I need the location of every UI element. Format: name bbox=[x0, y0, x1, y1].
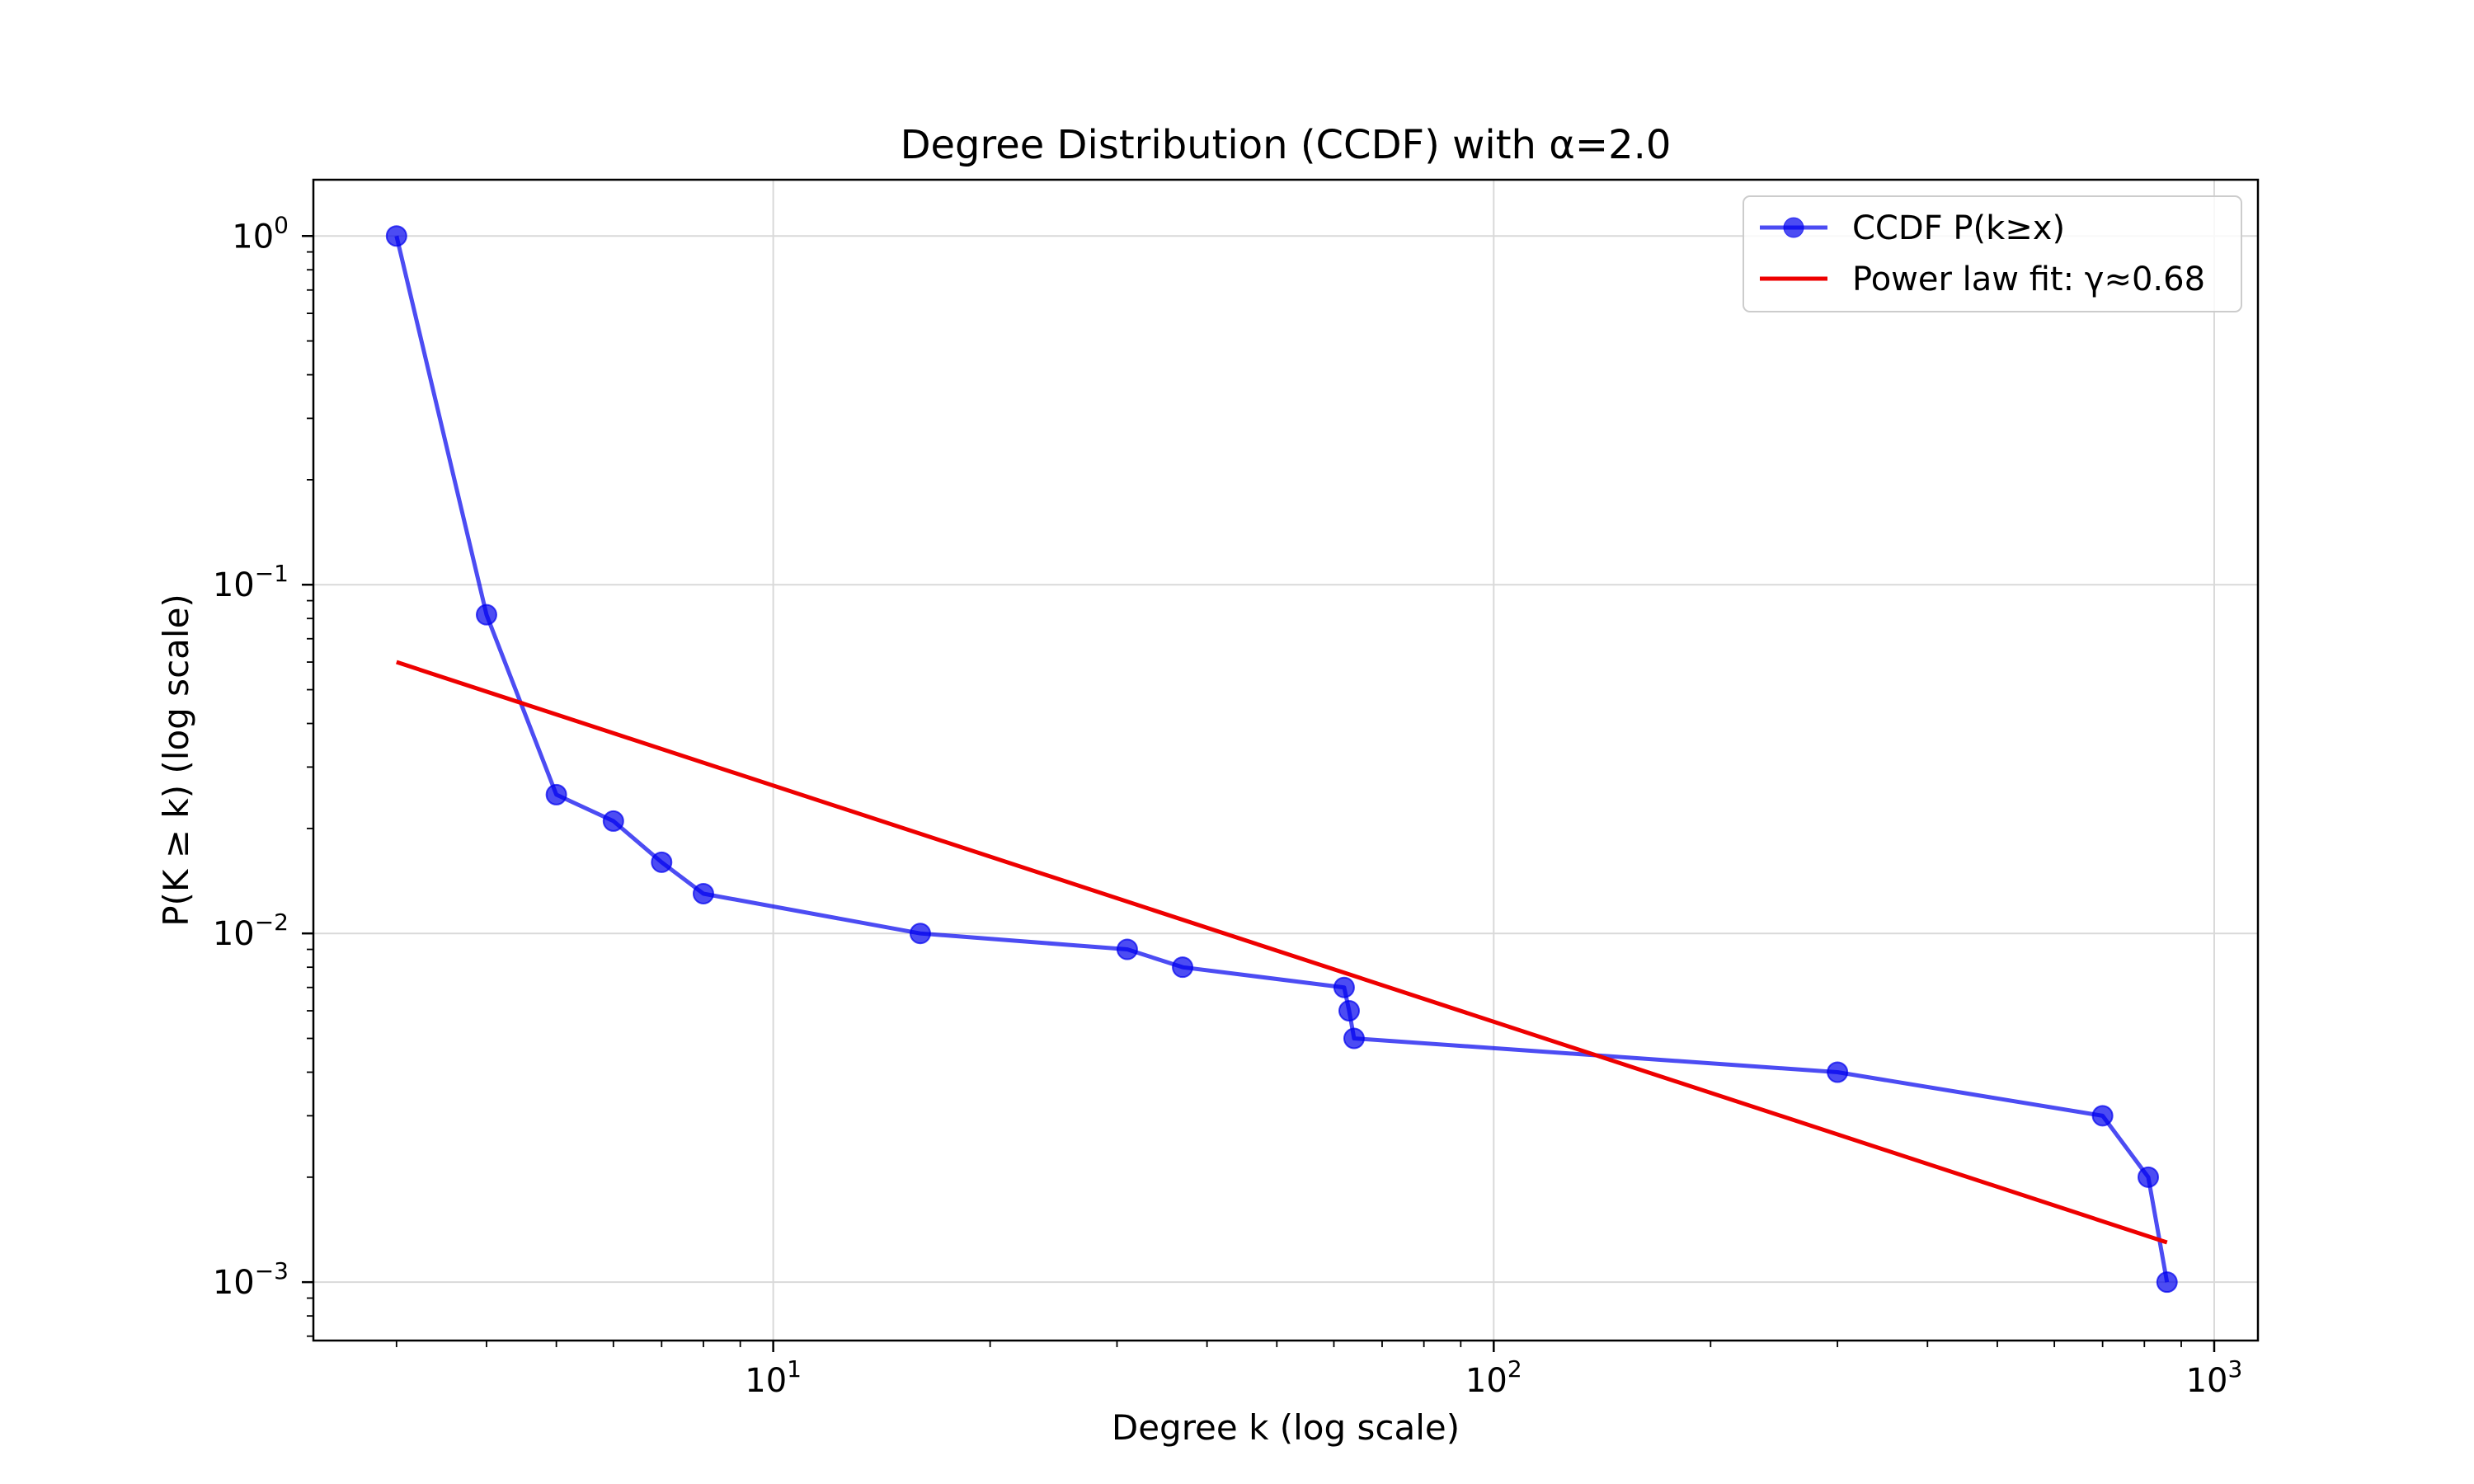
ccdf-point bbox=[651, 851, 673, 873]
legend-ccdf-marker bbox=[1783, 217, 1804, 238]
ccdf-point bbox=[385, 225, 407, 247]
ccdf-point bbox=[545, 783, 567, 805]
ccdf-point bbox=[1172, 956, 1194, 979]
ccdf-point bbox=[1333, 976, 1355, 998]
ccdf-point bbox=[1338, 1000, 1360, 1022]
ccdf-point bbox=[909, 923, 931, 945]
ccdf-point bbox=[1343, 1027, 1365, 1050]
ccdf-point bbox=[2138, 1166, 2160, 1188]
legend: CCDF P(k≥x) Power law fit: γ≈0.68 bbox=[1743, 195, 2242, 312]
ccdf-point bbox=[1116, 938, 1138, 960]
legend-entry-label: CCDF P(k≥x) bbox=[1852, 209, 2065, 247]
ccdf-point bbox=[2091, 1105, 2114, 1127]
grid-lines bbox=[313, 180, 2258, 1341]
series-layer bbox=[385, 225, 2178, 1294]
ccdf-series-line bbox=[394, 235, 2170, 1283]
y-tick-label: 100 bbox=[232, 211, 289, 256]
x-axis-label: Degree k (log scale) bbox=[1112, 1407, 1460, 1448]
ccdf-point bbox=[2156, 1271, 2178, 1294]
legend-box bbox=[1743, 195, 2242, 312]
x-tick-label: 102 bbox=[1465, 1355, 1522, 1400]
y-axis-label: P(K ≥ k) (log scale) bbox=[156, 594, 196, 927]
ccdf-point bbox=[475, 603, 497, 626]
chart-title: Degree Distribution (CCDF) with α=2.0 bbox=[901, 122, 1672, 168]
power-law-fit-line bbox=[396, 660, 2168, 1245]
plot-frame bbox=[312, 178, 2260, 1342]
legend-entry-label: Power law fit: γ≈0.68 bbox=[1852, 261, 2205, 298]
ccdf-point bbox=[1827, 1061, 1849, 1083]
ccdf-point bbox=[692, 882, 714, 904]
ccdf-point bbox=[602, 810, 624, 832]
y-tick-label: 10−2 bbox=[213, 909, 289, 953]
